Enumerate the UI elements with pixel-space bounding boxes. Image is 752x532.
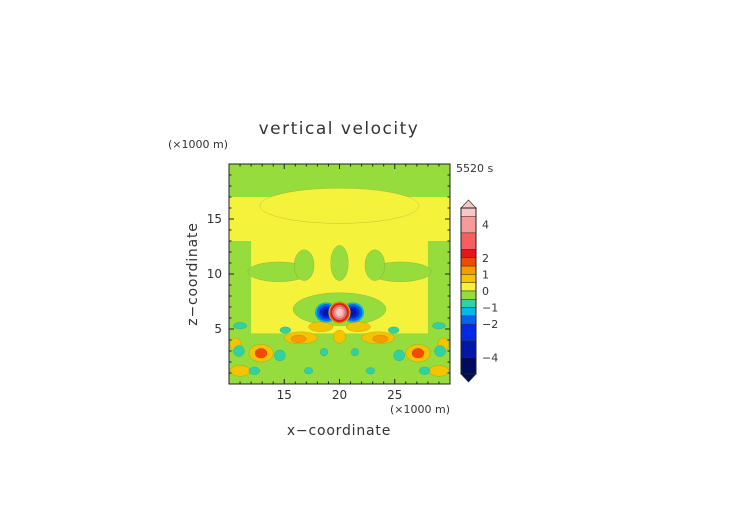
y-axis: 5 10 15 (207, 174, 450, 374)
field-contour (372, 334, 389, 343)
field-contour (330, 245, 349, 281)
colorbar-swatch (460, 307, 477, 317)
field-contour (233, 322, 247, 330)
y-tick-label: 10 (207, 267, 222, 281)
x-tick-label: 20 (332, 388, 347, 402)
colorbar-tick-label: −4 (482, 351, 498, 364)
colorbar-tick-label: 0 (482, 285, 489, 298)
field-contour (259, 188, 420, 224)
colorbar-tick-label: 4 (482, 219, 489, 232)
x-axis: 15 20 25 (239, 164, 440, 402)
field-contour (428, 365, 450, 377)
time-label: 5520 s (456, 162, 493, 175)
field-contour (393, 349, 405, 362)
colorbar-swatch (460, 323, 477, 342)
x-axis-label: x−coordinate (287, 423, 391, 439)
field-contour (274, 349, 286, 362)
field-contour (294, 249, 315, 281)
colorbar-swatch (460, 315, 477, 325)
field-contour (308, 321, 334, 332)
colorbar-swatch (460, 357, 477, 375)
colorbar-swatch (460, 207, 477, 217)
colorbar-swatch (460, 290, 477, 300)
colorbar-swatch (460, 216, 477, 234)
plot-area (228, 163, 451, 385)
x-units-label: (×1000 m) (390, 403, 450, 416)
y-axis-label: z−coordinate (185, 222, 201, 325)
colorbar-min-arrow (460, 373, 477, 383)
field-contour (418, 366, 431, 375)
colorbar-swatch (460, 274, 477, 283)
colorbar-tick-label: 2 (482, 252, 489, 265)
field-contour (350, 348, 360, 357)
colorbar-swatch (460, 340, 477, 358)
field-contour (303, 367, 314, 375)
y-units-label: (×1000 m) (168, 138, 228, 151)
field-contour (290, 334, 307, 343)
field-contour (333, 329, 346, 344)
field-contour (335, 308, 344, 317)
field-contour (411, 348, 425, 359)
y-tick-label: 15 (207, 212, 222, 226)
x-tick-label: 25 (387, 388, 402, 402)
chart-title: vertical velocity (259, 119, 420, 139)
colorbar-tick-label: 1 (482, 268, 489, 281)
field-contour (364, 249, 385, 281)
field-contour (248, 366, 261, 375)
field-contour (229, 365, 251, 377)
field-contour (279, 326, 292, 334)
colorbar-max-arrow (460, 199, 477, 209)
x-tick-label: 15 (277, 388, 292, 402)
field-contour (387, 326, 400, 334)
colorbar-tick-label: −1 (482, 302, 498, 315)
field-contour (345, 321, 371, 332)
field-contour (233, 345, 245, 357)
colorbar-swatch (460, 282, 477, 292)
field-contour (434, 345, 446, 357)
colorbar-frame (460, 207, 477, 375)
colorbar-swatch (460, 265, 477, 275)
field-contour (319, 348, 329, 357)
colorbar-tick-label: −2 (482, 318, 498, 331)
field-contour (365, 367, 376, 375)
y-tick-label: 5 (214, 322, 222, 336)
colorbar-swatch (460, 257, 477, 267)
field-contour (432, 322, 446, 330)
colorbar-swatch (460, 232, 477, 250)
colorbar-swatch (460, 299, 477, 308)
colorbar: 4 2 1 0 −1 −2 −4 (460, 199, 498, 383)
colorbar-swatch (460, 249, 477, 259)
field-contour (254, 348, 268, 359)
